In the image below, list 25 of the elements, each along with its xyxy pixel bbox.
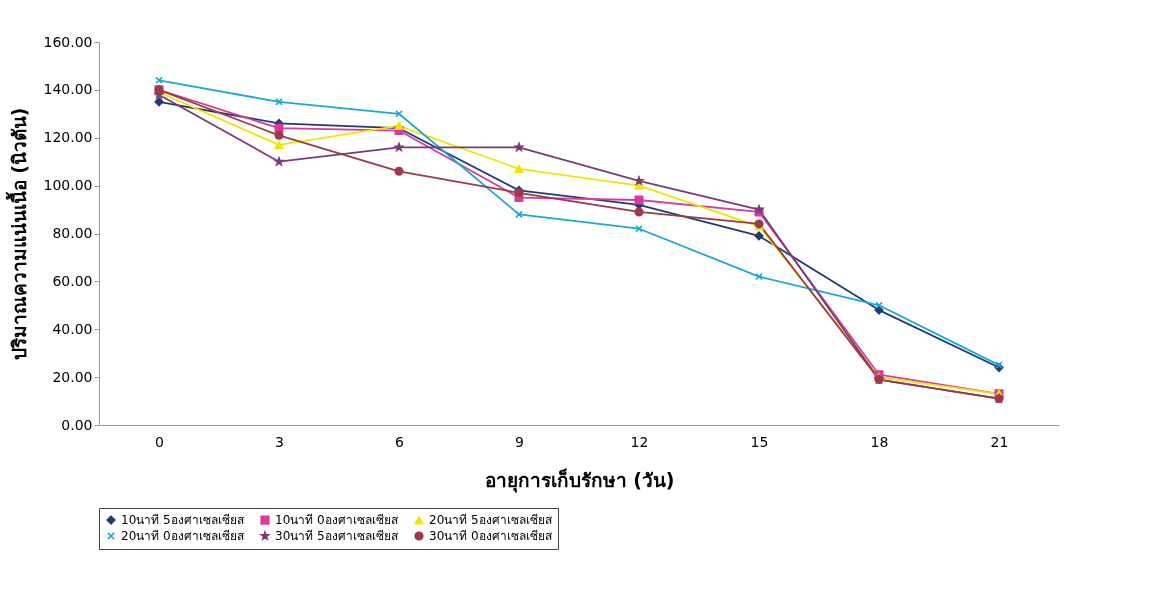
y-axis-title: ปริมาณความแน่นเนื้อ (นิวตัน) xyxy=(4,107,30,361)
legend-label: 20นาที 0องศาเซลเซียส xyxy=(121,529,245,543)
legend-label: 20นาที 5องศาเซลเซียส xyxy=(429,513,553,528)
legend-label: 10นาที 5องศาเซลเซียส xyxy=(121,513,245,528)
legend-label: 10นาที 0องศาเซลเซียส xyxy=(275,513,399,528)
y-tick-label: 140.00 xyxy=(43,81,93,98)
y-tick-label: 20.00 xyxy=(52,368,93,385)
y-tick-label: 40.00 xyxy=(52,320,93,337)
x-axis-title: อายุการเก็บรักษา (วัน) xyxy=(484,467,675,493)
legend-label: 30นาที 0องศาเซลเซียส xyxy=(429,529,553,543)
x-tick-label: 18 xyxy=(870,433,889,450)
y-tick-label: 120.00 xyxy=(43,129,93,146)
y-tick-label: 160.00 xyxy=(43,33,93,50)
y-tick-label: 60.00 xyxy=(52,272,93,289)
x-tick-label: 9 xyxy=(515,433,524,450)
legend-label: 30นาที 5องศาเซลเซียส xyxy=(275,529,399,543)
x-tick-label: 12 xyxy=(630,433,649,450)
x-tick-label: 6 xyxy=(395,433,405,450)
x-tick-label: 3 xyxy=(275,433,284,450)
x-tick-label: 21 xyxy=(990,433,1009,450)
x-tick-label: 0 xyxy=(155,433,164,450)
y-tick-label: 0.00 xyxy=(61,416,93,433)
x-tick-label: 15 xyxy=(750,433,769,450)
y-tick-label: 80.00 xyxy=(52,225,93,241)
y-tick-label: 100.00 xyxy=(43,177,93,194)
